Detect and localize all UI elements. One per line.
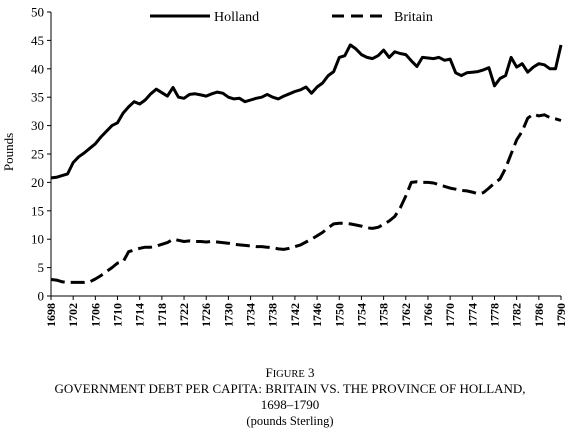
- y-tick-label: 35: [31, 90, 44, 105]
- y-tick-label: 0: [38, 289, 45, 304]
- y-tick-label: 10: [31, 232, 44, 247]
- series-line-holland: [50, 43, 563, 180]
- y-tick-label: 40: [31, 61, 44, 76]
- x-tick-label: 1742: [288, 303, 302, 327]
- figure-units: (pounds Sterling): [246, 414, 334, 428]
- y-tick-label: 45: [31, 33, 44, 48]
- x-tick-label: 1722: [177, 303, 191, 327]
- x-tick-label: 1786: [532, 303, 546, 327]
- x-tick-label: 1706: [88, 303, 102, 327]
- x-axis: 1698 1702 1706 1710 1714 1718 1722 1726 1730 1734…: [44, 295, 568, 327]
- y-tick-label: 30: [31, 118, 44, 133]
- x-tick-label: 1774: [465, 303, 479, 327]
- x-tick-label: 1714: [133, 303, 147, 327]
- x-tick-label: 1758: [377, 303, 391, 327]
- y-tick-label: 20: [31, 175, 44, 190]
- x-tick-label: 1762: [399, 303, 413, 327]
- x-tick-label: 1734: [244, 303, 258, 327]
- y-tick-label: 50: [31, 5, 44, 20]
- figure-label: FIGURE 3: [0, 365, 580, 383]
- x-tick-label: 1766: [421, 303, 435, 327]
- x-tick-label: 1778: [487, 303, 501, 327]
- x-tick-label: 1702: [66, 303, 80, 327]
- x-tick-label: 1730: [221, 303, 235, 327]
- x-tick-label: 1710: [111, 303, 125, 327]
- legend: Holland Britain: [150, 10, 433, 25]
- y-axis-label: Pounds: [1, 133, 16, 171]
- x-tick-label: 1790: [554, 303, 568, 327]
- x-tick-label: 1782: [510, 303, 524, 327]
- series-lines: [50, 43, 563, 284]
- y-axis: 0 5 10 15 20 25 30 35 40 45 50: [31, 5, 52, 304]
- x-tick-label: 1738: [266, 303, 280, 327]
- figure-number: 3: [308, 365, 315, 380]
- figure-label-first: F: [265, 365, 273, 380]
- figure-title: GOVERNMENT DEBT PER CAPITA: BRITAIN VS. …: [54, 381, 526, 396]
- debt-line-chart: 0 5 10 15 20 25 30 35 40 45 50 1698 1702 1706 1710 171…: [1, 5, 568, 328]
- x-tick-label: 1718: [155, 303, 169, 327]
- x-tick-label: 1750: [332, 303, 346, 327]
- x-tick-label: 1726: [199, 303, 213, 327]
- legend-label-holland: Holland: [214, 10, 259, 25]
- x-tick-label: 1746: [310, 303, 324, 327]
- series-line-britain: [50, 112, 562, 284]
- y-tick-label: 15: [31, 203, 44, 218]
- y-tick-label: 25: [31, 147, 44, 162]
- figure-years: 1698–1790: [260, 397, 320, 412]
- legend-label-britain: Britain: [394, 10, 433, 25]
- x-tick-label: 1770: [443, 303, 457, 327]
- x-tick-label: 1698: [44, 303, 58, 327]
- x-tick-label: 1754: [354, 303, 368, 327]
- figure-label-rest: IGURE: [272, 369, 305, 380]
- y-tick-label: 5: [38, 260, 45, 275]
